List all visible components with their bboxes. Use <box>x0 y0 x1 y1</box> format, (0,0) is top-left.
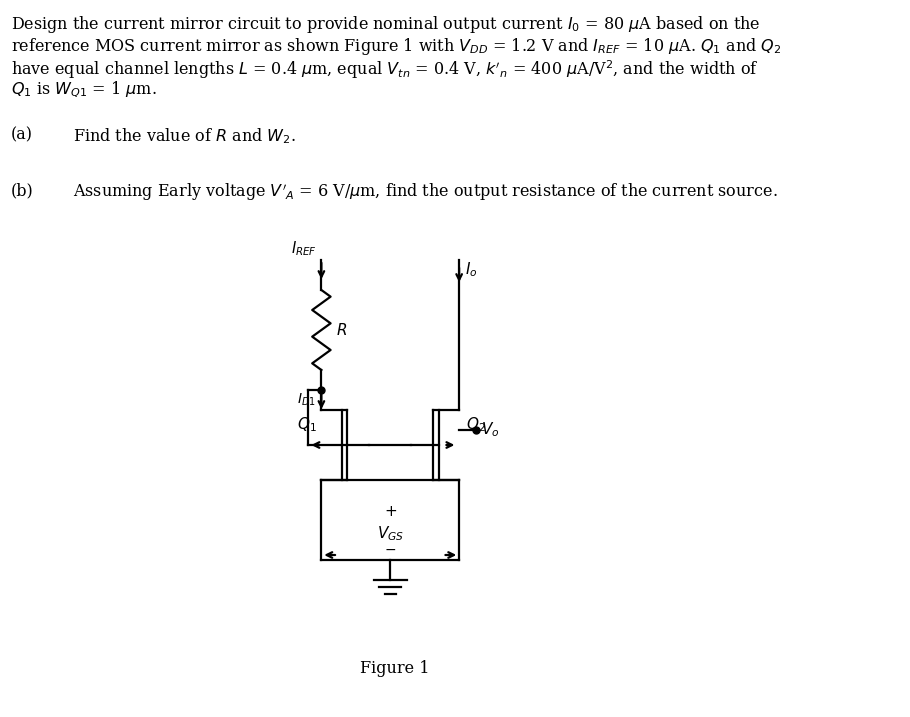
Text: $I_{D1}$: $I_{D1}$ <box>297 391 316 408</box>
Text: reference MOS current mirror as shown Figure 1 with $V_{DD}$ = 1.2 V and $I_{REF: reference MOS current mirror as shown Fi… <box>11 36 782 57</box>
Text: Design the current mirror circuit to provide nominal output current $I_0$ = 80 $: Design the current mirror circuit to pro… <box>11 14 761 35</box>
Text: $+$: $+$ <box>384 505 397 519</box>
Text: $-$: $-$ <box>384 542 397 556</box>
Text: $V_o$: $V_o$ <box>481 421 500 440</box>
Text: (a): (a) <box>11 126 33 143</box>
Text: $I_{REF}$: $I_{REF}$ <box>291 239 317 258</box>
Text: Figure 1: Figure 1 <box>360 660 430 677</box>
Text: $Q_2$: $Q_2$ <box>467 415 486 434</box>
Text: $R$: $R$ <box>336 322 348 338</box>
Text: $I_o$: $I_o$ <box>465 260 477 279</box>
Text: $Q_1$ is $W_{Q1}$ = 1 $\mu$m.: $Q_1$ is $W_{Q1}$ = 1 $\mu$m. <box>11 80 157 100</box>
Text: $V_{GS}$: $V_{GS}$ <box>377 524 404 543</box>
Text: Find the value of $R$ and $W_2$.: Find the value of $R$ and $W_2$. <box>74 126 296 146</box>
Text: (b): (b) <box>11 182 34 199</box>
Text: $Q_1$: $Q_1$ <box>297 415 317 434</box>
Text: have equal channel lengths $L$ = 0.4 $\mu$m, equal $V_{tn}$ = 0.4 V, $k'_n$ = 40: have equal channel lengths $L$ = 0.4 $\m… <box>11 58 759 81</box>
Text: Assuming Early voltage $V'_A$ = 6 V/$\mu$m, find the output resistance of the cu: Assuming Early voltage $V'_A$ = 6 V/$\mu… <box>74 182 778 204</box>
